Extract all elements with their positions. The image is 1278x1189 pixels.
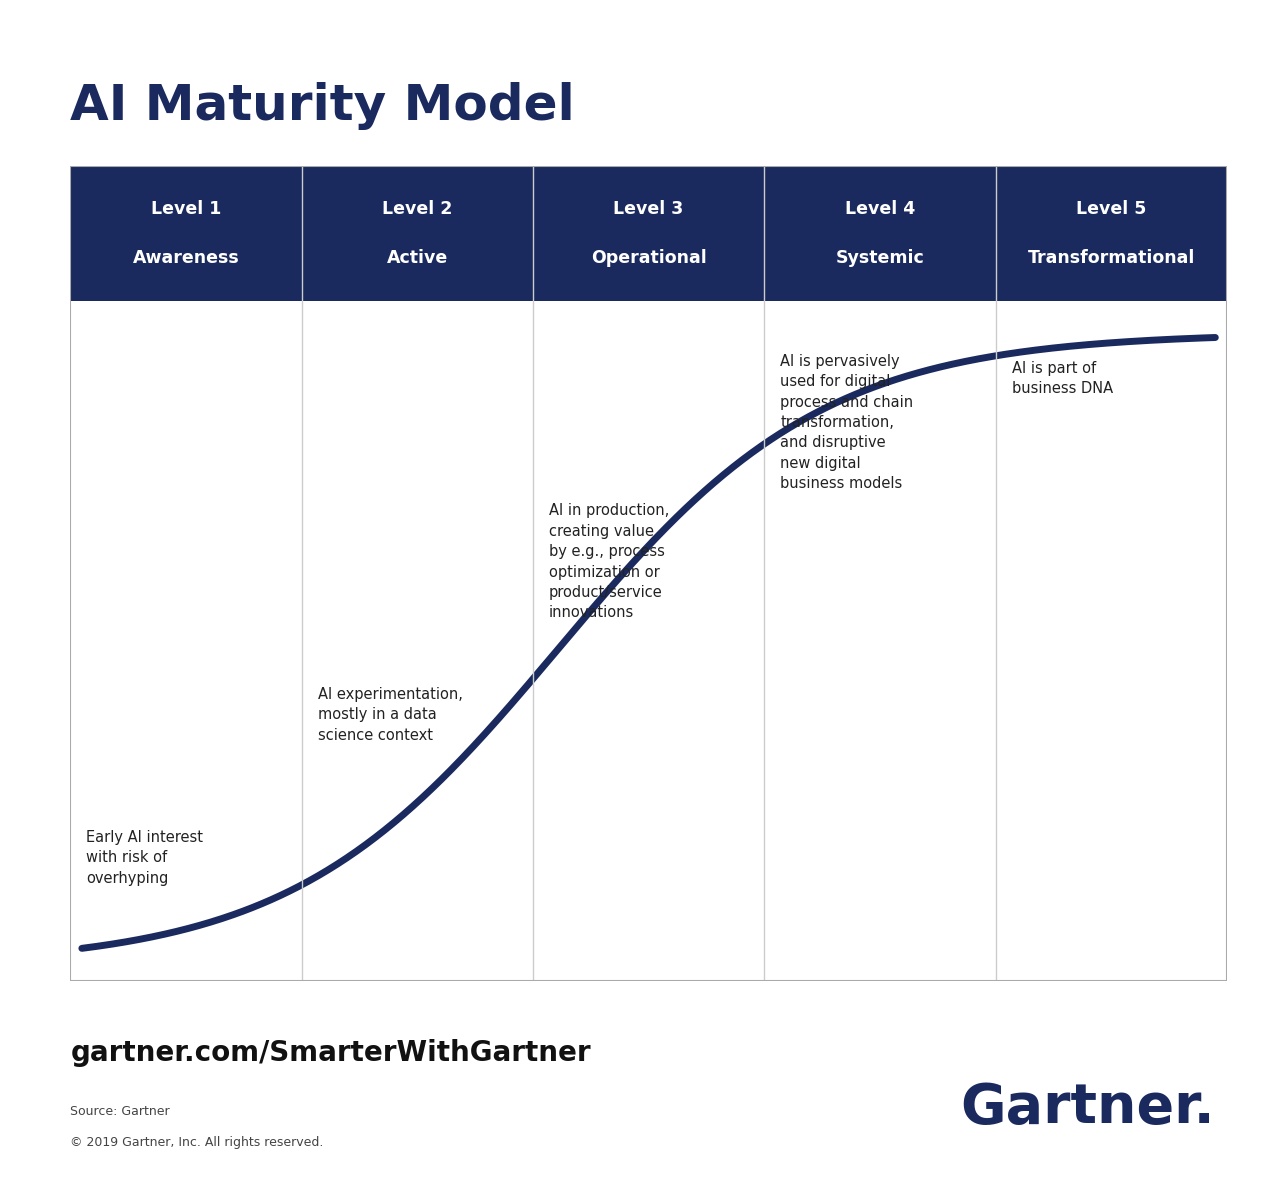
Text: Level 4: Level 4: [845, 200, 915, 219]
Text: Level 2: Level 2: [382, 200, 452, 219]
Text: AI Maturity Model: AI Maturity Model: [70, 82, 575, 130]
Text: Awareness: Awareness: [133, 249, 239, 268]
Text: Source: Gartner: Source: Gartner: [70, 1105, 170, 1118]
Text: Level 1: Level 1: [151, 200, 221, 219]
Text: gartner.com/SmarterWithGartner: gartner.com/SmarterWithGartner: [70, 1039, 590, 1067]
Text: Early AI interest
with risk of
overhyping: Early AI interest with risk of overhypin…: [87, 830, 203, 886]
Text: Level 5: Level 5: [1076, 200, 1146, 219]
Text: AI experimentation,
mostly in a data
science context: AI experimentation, mostly in a data sci…: [318, 687, 463, 743]
Text: Transformational: Transformational: [1028, 249, 1195, 268]
Text: Systemic: Systemic: [836, 249, 924, 268]
Text: AI is part of
business DNA: AI is part of business DNA: [1012, 360, 1113, 396]
Bar: [70, 166, 1227, 301]
Text: AI is pervasively
used for digital
process and chain
transformation,
and disrupt: AI is pervasively used for digital proce…: [781, 354, 914, 491]
Text: Active: Active: [387, 249, 447, 268]
Text: Operational: Operational: [590, 249, 707, 268]
Text: Gartner.: Gartner.: [961, 1081, 1215, 1135]
Text: AI in production,
creating value
by e.g., process
optimization or
product/servic: AI in production, creating value by e.g.…: [550, 503, 670, 621]
Text: Level 3: Level 3: [613, 200, 684, 219]
Text: © 2019 Gartner, Inc. All rights reserved.: © 2019 Gartner, Inc. All rights reserved…: [70, 1137, 323, 1149]
